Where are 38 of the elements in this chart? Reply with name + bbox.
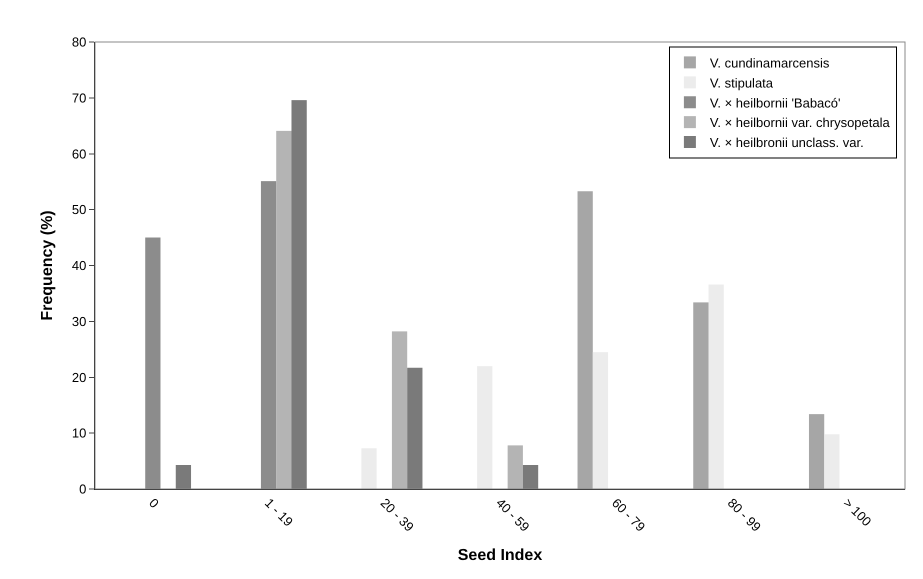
y-tick-label: 10 <box>72 426 86 441</box>
x-tick-label: 0 <box>146 495 162 511</box>
bar <box>708 284 724 489</box>
bar <box>824 434 840 489</box>
y-tick-label: 30 <box>72 314 86 329</box>
bar <box>361 448 377 489</box>
y-tick-label: 0 <box>79 482 86 497</box>
y-tick-label: 20 <box>72 370 86 385</box>
bar <box>407 368 422 489</box>
y-tick-label: 80 <box>72 34 86 50</box>
legend-label: V. cundinamarcensis <box>710 55 830 70</box>
bar <box>392 331 408 489</box>
y-tick-label: 70 <box>72 90 86 106</box>
x-tick-label: 1 - 19 <box>262 495 296 530</box>
bar <box>276 130 292 489</box>
bar <box>508 445 523 489</box>
x-tick-label: 80 - 99 <box>724 495 764 534</box>
bar <box>808 414 824 489</box>
y-tick-label: 60 <box>72 146 86 162</box>
y-axis-title: Frequency (%) <box>38 210 56 321</box>
legend-label: V. × heilbornii var. chrysopetala <box>710 115 890 130</box>
y-tick-label: 50 <box>72 202 86 218</box>
bar <box>592 352 608 489</box>
bar <box>176 464 192 489</box>
x-tick-label: 40 - 59 <box>493 495 533 534</box>
x-tick-label: 60 - 79 <box>608 495 648 534</box>
legend-label: V. stipulata <box>710 75 774 90</box>
x-tick-label: > 100 <box>840 495 874 530</box>
legend-label: V. × heilbornii 'Babacó' <box>710 95 841 110</box>
bar <box>477 366 492 489</box>
y-tick-label: 40 <box>72 258 86 274</box>
legend-label: V. × heilbronii unclass. var. <box>710 135 864 150</box>
x-tick-label: 20 - 39 <box>378 495 417 534</box>
bar <box>693 302 709 489</box>
bar <box>522 464 538 489</box>
x-axis-title: Seed Index <box>458 547 542 564</box>
bar <box>578 191 593 489</box>
bar <box>291 100 307 489</box>
